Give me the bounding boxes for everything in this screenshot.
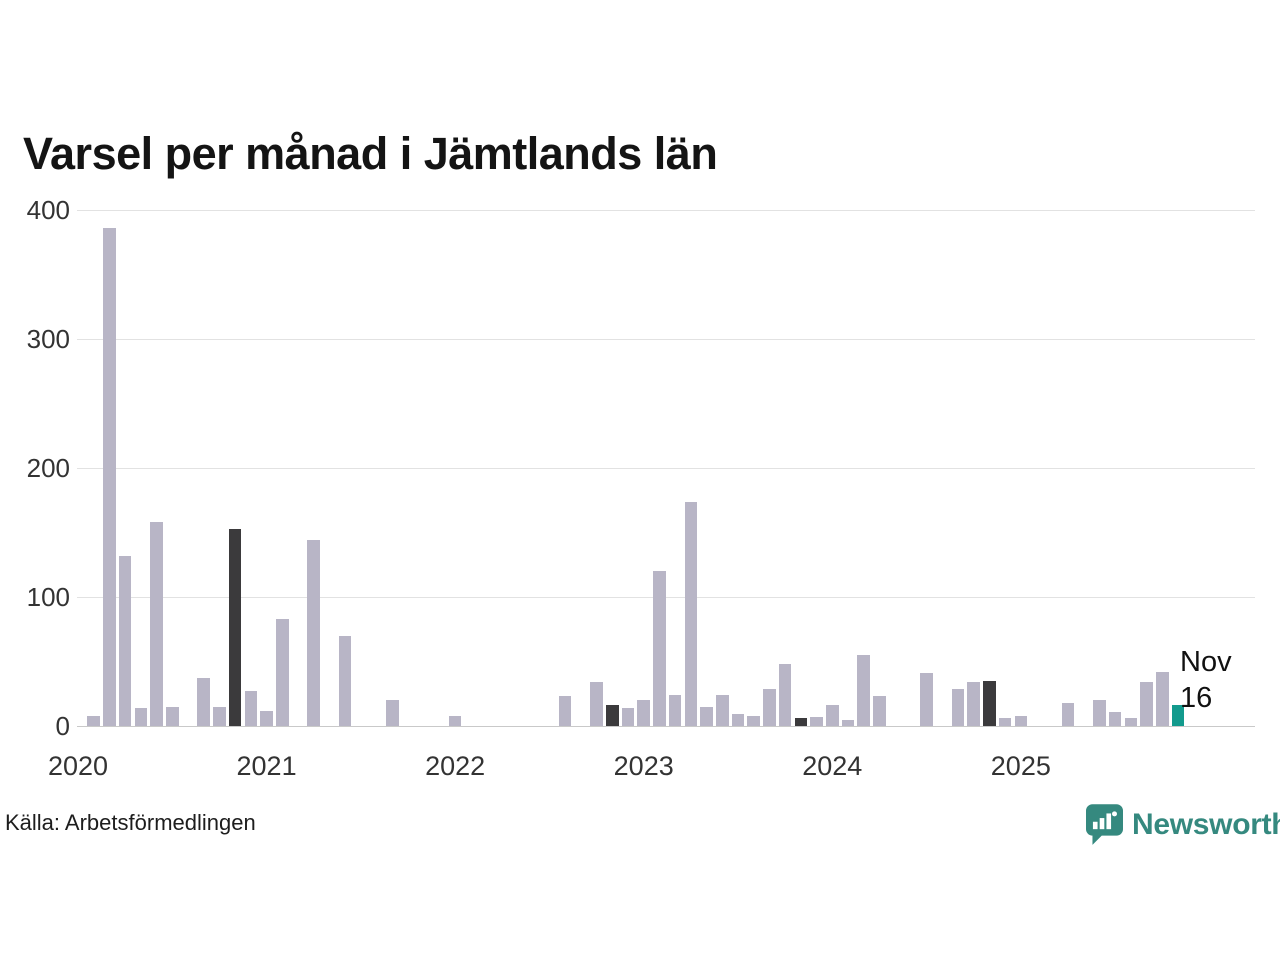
bar: [166, 706, 179, 726]
x-axis-label: 2023: [613, 751, 674, 781]
bar: [747, 715, 760, 726]
chart-title: Varsel per månad i Jämtlands län: [23, 128, 718, 179]
bar: [118, 555, 132, 726]
y-axis-label: 300: [26, 324, 70, 354]
newsworthy-icon: [1086, 804, 1123, 845]
current-bar-annotation: Nov 16: [1180, 644, 1232, 716]
bar: [967, 682, 980, 726]
bar: [998, 718, 1012, 726]
bar: [338, 635, 352, 726]
bar: [1140, 682, 1153, 726]
bar: [794, 718, 808, 726]
bar: [260, 710, 273, 726]
annotation-value: 16: [1180, 682, 1213, 714]
bar: [983, 680, 996, 726]
bar: [134, 707, 148, 726]
bar: [951, 688, 965, 726]
bar: [150, 522, 163, 726]
y-axis-label: 400: [26, 195, 70, 225]
bar: [1061, 702, 1075, 726]
x-axis-label: 2025: [990, 751, 1051, 781]
bar: [307, 540, 320, 726]
bar: [228, 528, 242, 726]
y-axis-label: 100: [26, 582, 70, 612]
bar: [386, 700, 399, 726]
y-axis-label: 0: [55, 711, 70, 741]
bar: [103, 228, 116, 726]
gridline: [77, 726, 1255, 727]
source-caption: Källa: Arbetsförmedlingen: [5, 810, 256, 835]
bar: [1156, 671, 1169, 726]
bar: [637, 700, 650, 726]
bar: [873, 696, 886, 726]
bar: [1124, 718, 1138, 726]
bar: [606, 705, 619, 726]
bar: [920, 673, 933, 726]
bar: [1014, 715, 1028, 726]
gridline: [77, 210, 1255, 211]
bar: [763, 688, 776, 726]
annotation-month: Nov: [1180, 646, 1232, 678]
bar: [857, 655, 870, 726]
bar: [841, 719, 855, 726]
bar: [1093, 700, 1106, 726]
x-axis-label: 2022: [425, 751, 486, 781]
bar: [668, 695, 682, 726]
bar: [244, 691, 258, 726]
bar: [810, 716, 823, 726]
gridline: [77, 468, 1255, 469]
bar: [1171, 705, 1185, 726]
newsworthy-logo: Newsworthy: [1086, 804, 1280, 846]
x-axis-label: 2021: [236, 751, 297, 781]
bar: [700, 706, 713, 726]
bar: [826, 705, 839, 726]
x-axis-label: 2020: [47, 751, 109, 781]
bar: [621, 707, 635, 726]
bar: [448, 715, 462, 726]
bar: [213, 706, 226, 726]
bar: [1108, 711, 1122, 726]
bar: [778, 664, 792, 726]
x-axis-label: 2024: [802, 751, 863, 781]
bar: [590, 682, 603, 726]
bar: [276, 618, 289, 726]
bar: [87, 715, 100, 726]
bar: [716, 695, 729, 726]
bar: [653, 571, 666, 726]
newsworthy-wordmark: Newsworthy: [1132, 808, 1280, 841]
y-axis-label: 200: [26, 453, 70, 483]
gridline: [77, 339, 1255, 340]
bar: [731, 714, 745, 726]
bar: [558, 696, 572, 726]
gridline: [77, 597, 1255, 598]
bar: [197, 678, 210, 726]
bar: [684, 501, 698, 726]
